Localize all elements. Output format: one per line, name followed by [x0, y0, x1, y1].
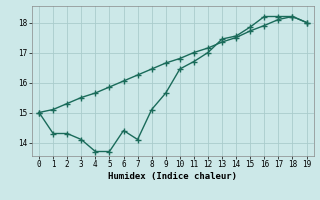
X-axis label: Humidex (Indice chaleur): Humidex (Indice chaleur) [108, 172, 237, 181]
